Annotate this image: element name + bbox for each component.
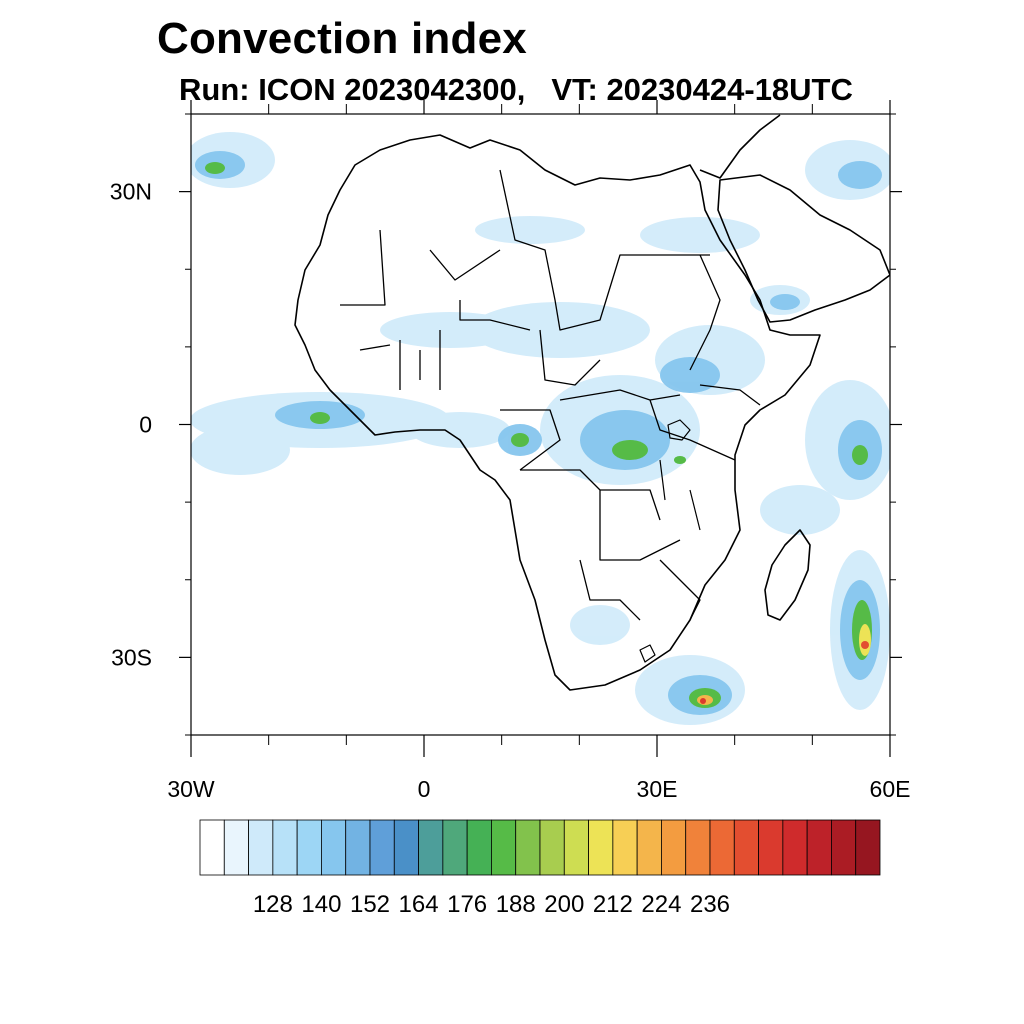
colorbar-label: 176 bbox=[447, 891, 487, 918]
lat-tick-label: 30S bbox=[111, 644, 152, 670]
colorbar-swatch bbox=[515, 819, 541, 876]
colorbar-label: 224 bbox=[641, 891, 681, 918]
map-axes: 30N 0 30S 30W 0 30E 60E bbox=[110, 100, 911, 802]
borders bbox=[340, 169, 761, 621]
colorbar-swatch bbox=[612, 819, 638, 876]
lakes bbox=[659, 419, 701, 531]
colorbar-swatch bbox=[466, 819, 492, 876]
lat-tick-label: 0 bbox=[139, 412, 152, 438]
coastlines bbox=[294, 114, 890, 691]
colorbar-swatch bbox=[685, 819, 711, 876]
field-light-areas bbox=[191, 132, 890, 725]
colorbar-swatch bbox=[491, 819, 517, 876]
colorbar-swatch bbox=[563, 819, 589, 876]
colorbar-swatch bbox=[636, 819, 662, 876]
lon-tick-label: 60E bbox=[870, 776, 911, 802]
colorbar-swatch bbox=[733, 819, 759, 876]
colorbar-swatch bbox=[272, 819, 298, 876]
colorbar-swatch bbox=[345, 819, 371, 876]
colorbar: 128 140 152 164 176 188 200 212 224 236 bbox=[199, 819, 881, 918]
colorbar-swatch bbox=[661, 819, 687, 876]
colorbar-label: 200 bbox=[544, 891, 584, 918]
lon-tick-label: 30W bbox=[167, 776, 215, 802]
colorbar-swatch bbox=[588, 819, 614, 876]
colorbar-label: 152 bbox=[350, 891, 390, 918]
colorbar-swatch bbox=[248, 819, 274, 876]
field-warm-cores bbox=[697, 624, 871, 705]
run-label: Run: ICON 2023042300, bbox=[179, 72, 526, 107]
colorbar-label: 236 bbox=[690, 891, 730, 918]
madagascar-outline bbox=[764, 529, 811, 621]
convection-field bbox=[191, 132, 890, 725]
colorbar-swatch bbox=[709, 819, 735, 876]
chart-subtitle: Run: ICON 2023042300, VT: 20230424-18UTC bbox=[179, 72, 853, 108]
colorbar-swatch bbox=[442, 819, 468, 876]
colorbar-swatch bbox=[782, 819, 808, 876]
colorbar-label: 164 bbox=[399, 891, 439, 918]
arabia-outline bbox=[717, 174, 890, 323]
colorbar-swatch bbox=[199, 819, 225, 876]
lat-tick-label: 30N bbox=[110, 179, 152, 205]
chart-title: Convection index bbox=[157, 14, 527, 63]
colorbar-swatch bbox=[806, 819, 832, 876]
lon-tick-label: 30E bbox=[637, 776, 678, 802]
colorbar-swatch bbox=[758, 819, 784, 876]
colorbar-swatch bbox=[418, 819, 444, 876]
colorbar-swatch bbox=[369, 819, 395, 876]
colorbar-swatch bbox=[539, 819, 565, 876]
colorbar-swatch bbox=[296, 819, 322, 876]
colorbar-swatch bbox=[321, 819, 347, 876]
colorbar-label: 128 bbox=[253, 891, 293, 918]
colorbar-label: 212 bbox=[593, 891, 633, 918]
valid-time-label: VT: 20230424-18UTC bbox=[551, 72, 853, 107]
lesotho bbox=[639, 644, 656, 663]
colorbar-swatch bbox=[223, 819, 249, 876]
colorbar-swatch bbox=[855, 819, 881, 876]
colorbar-swatch bbox=[831, 819, 857, 876]
lon-tick-label: 0 bbox=[418, 776, 431, 802]
colorbar-label: 140 bbox=[301, 891, 341, 918]
colorbar-swatch bbox=[393, 819, 419, 876]
colorbar-label: 188 bbox=[496, 891, 536, 918]
sinai-coast bbox=[699, 114, 781, 179]
